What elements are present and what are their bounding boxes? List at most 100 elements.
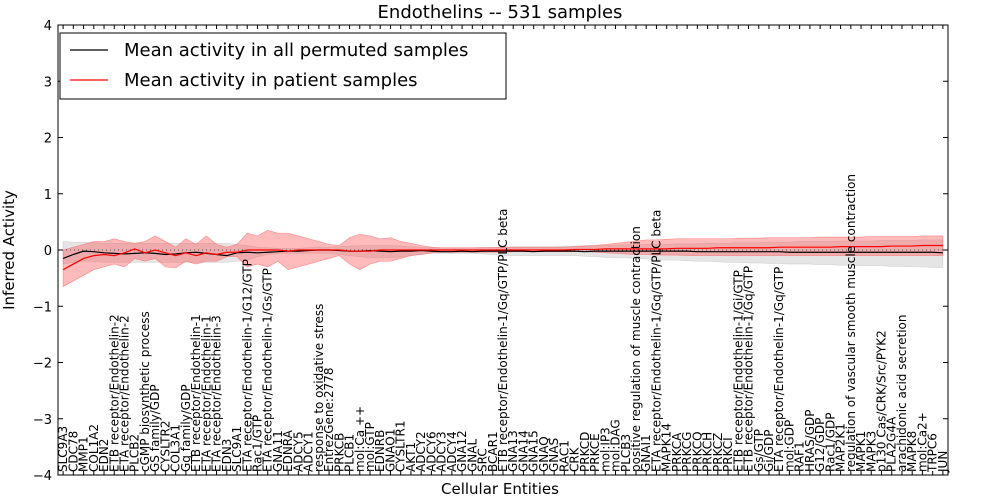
band-patient bbox=[62, 229, 944, 288]
entity-label: cGMP biosynthetic process bbox=[138, 311, 152, 472]
entity-label: ETA receptor/Endothelin-1/G12/GTP bbox=[240, 259, 254, 472]
entity-label: ETA receptor/Endothelin-2 bbox=[117, 315, 131, 472]
entity-label: RAC1 bbox=[557, 440, 571, 472]
y-tick-label: 0 bbox=[44, 244, 52, 259]
entity-label: ETA receptor/Endothelin-1/Gq/GTP bbox=[772, 267, 786, 472]
entity-label: response to oxidative stress bbox=[312, 304, 326, 472]
entity-label: EDN3 bbox=[220, 439, 234, 472]
entity-label: Gs/GTP bbox=[752, 429, 766, 472]
entity-label: ETB receptor/Endothelin-1/Gi/GTP bbox=[731, 270, 745, 472]
entity-label: mol:Ca2+ bbox=[915, 412, 929, 472]
entity-label: PLCB3 bbox=[619, 434, 633, 472]
entity-label: GNA15 bbox=[527, 430, 541, 472]
entity-label: PRKCA bbox=[670, 432, 684, 472]
entity-label: GNA12 bbox=[455, 430, 469, 472]
entity-label: MAPK3 bbox=[864, 431, 878, 472]
entity-label: PRKCG bbox=[680, 432, 694, 472]
entity-label: MMP1 bbox=[77, 436, 91, 472]
y-axis-title: Inferred Activity bbox=[0, 190, 18, 310]
entity-label: ADCY5 bbox=[291, 431, 305, 472]
entity-label: COL1A2 bbox=[87, 424, 101, 472]
entity-label: EDNRA bbox=[281, 429, 295, 472]
entity-label: ETA receptor/Endothelin-1 bbox=[199, 315, 213, 472]
entity-label: MAP2K1 bbox=[834, 423, 848, 472]
entity-label: mol:GDP bbox=[782, 420, 796, 472]
y-tick-label: −1 bbox=[33, 300, 52, 315]
legend-label-permuted: Mean activity in all permuted samples bbox=[124, 40, 468, 61]
entity-label: mol:DAG bbox=[609, 419, 623, 472]
entity-label: PLA2G4A bbox=[885, 416, 899, 472]
entity-label: CYSLTR1 bbox=[394, 421, 408, 472]
entity-label: GNAQ bbox=[537, 436, 551, 472]
entity-label: G12/GDP bbox=[813, 418, 827, 472]
entity-label: MAPK14 bbox=[660, 423, 674, 472]
entity-label: ADCY2 bbox=[414, 431, 428, 472]
entity-label: Gi/GDP bbox=[762, 430, 776, 472]
entity-label: ADCY4 bbox=[445, 431, 459, 472]
entity-label: PRKCB bbox=[332, 433, 346, 472]
legend: Mean activity in all permuted samples Me… bbox=[59, 32, 507, 100]
entity-label: PRKCI bbox=[721, 437, 735, 472]
entity-label: ADCY3 bbox=[435, 431, 449, 472]
entity-label: regulation of vascular smooth muscle con… bbox=[844, 174, 858, 472]
entity-label: COL3A1 bbox=[169, 424, 183, 472]
entity-label: PRKCQ bbox=[690, 431, 704, 472]
entity-label: GNA14 bbox=[516, 430, 530, 472]
entity-label: AKT1 bbox=[404, 442, 418, 472]
entity-label: MAPK1 bbox=[854, 431, 868, 472]
y-axis-ticks: −4 −3 −2 −1 0 1 2 3 4 bbox=[33, 19, 948, 484]
y-tick-label: −3 bbox=[33, 413, 52, 428]
entity-label: ETA receptor/Endothelin-3 bbox=[210, 315, 224, 472]
entity-label: PLCB2 bbox=[128, 434, 142, 472]
y-tick-label: −2 bbox=[33, 357, 52, 372]
entity-label: SRC bbox=[476, 448, 490, 472]
y-tick-label: 3 bbox=[44, 75, 52, 90]
entity-label: ETB receptor/Endothelin-1/Gq/GTP bbox=[742, 266, 756, 472]
entity-label: Gq family/GDP bbox=[179, 384, 193, 472]
entity-label: mol:IP3 bbox=[598, 427, 612, 472]
entity-label: ETA receptor/Endothelin-1/Gs/GTP bbox=[261, 268, 275, 472]
entity-label: PRKCH bbox=[701, 432, 715, 472]
entity-label: RAF1 bbox=[793, 441, 807, 472]
entity-label: HRAS/GDP bbox=[803, 409, 817, 472]
entity-label: ADCY6 bbox=[424, 431, 438, 472]
entity-label: ETA receptor/Endothelin-1/Gq/GTP/PLC bet… bbox=[649, 210, 663, 472]
series-lines bbox=[62, 244, 943, 271]
legend-box bbox=[59, 32, 507, 100]
y-tick-label: 2 bbox=[44, 132, 52, 147]
entity-label: GNAS bbox=[547, 438, 561, 472]
entity-label: JUN bbox=[936, 451, 950, 473]
entity-label: SLC9A3 bbox=[56, 426, 70, 472]
entity-label: GNAI1 bbox=[639, 434, 653, 472]
entity-label: Rac1/GDP bbox=[823, 413, 837, 472]
y-tick-label: 1 bbox=[44, 188, 52, 203]
entity-label: GNAL bbox=[465, 439, 479, 472]
entity-label: CDC78 bbox=[66, 431, 80, 472]
entity-label: GNAO1 bbox=[383, 429, 397, 472]
entity-label: CYSLTR2 bbox=[158, 421, 172, 472]
line-patient-mean bbox=[62, 244, 943, 271]
entity-label: MAPK8 bbox=[905, 431, 919, 472]
legend-label-patient: Mean activity in patient samples bbox=[124, 70, 418, 91]
entity-label: SLC9A1 bbox=[230, 426, 244, 472]
chart-title: Endothelins -- 531 samples bbox=[378, 2, 623, 23]
entity-label: PLCB1 bbox=[343, 434, 357, 472]
plot-frame bbox=[57, 24, 949, 476]
y-tick-label: 4 bbox=[44, 19, 52, 34]
y-tick-label: −4 bbox=[33, 469, 52, 484]
entity-label: positive regulation of muscle contractio… bbox=[629, 226, 643, 472]
entity-label: CRK bbox=[568, 446, 582, 472]
entity-label: GNA13 bbox=[506, 430, 520, 472]
entity-label: EDNRB bbox=[373, 430, 387, 472]
entity-label: mol:GTP bbox=[363, 422, 377, 472]
entity-label: GS family/GDP bbox=[148, 384, 162, 472]
entity-label: ETB receptor/Endothelin-1 bbox=[189, 314, 203, 472]
band-permuted bbox=[62, 239, 944, 268]
entity-label: PRKCZ bbox=[711, 433, 725, 472]
entity-label: EDN2 bbox=[97, 439, 111, 472]
entity-label: EntrezGene:2778 bbox=[322, 368, 336, 473]
entity-label: mol:Ca ++ bbox=[353, 406, 367, 472]
entity-label: Rac1/GTP bbox=[250, 415, 264, 472]
